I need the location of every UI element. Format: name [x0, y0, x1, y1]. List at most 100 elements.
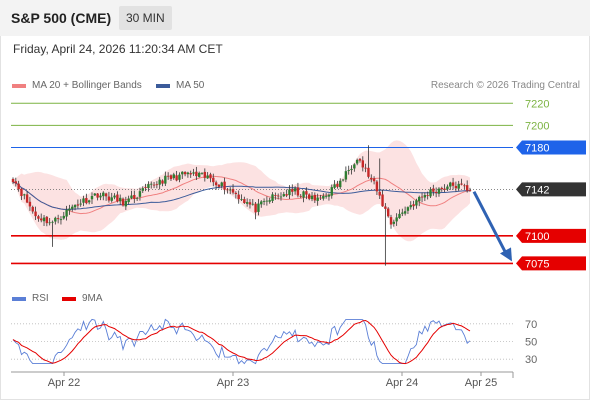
candle-body — [268, 200, 271, 202]
candle-body — [138, 191, 142, 197]
candle-body — [245, 202, 249, 204]
candle-body — [341, 179, 345, 181]
level-label-7200: 7200 — [525, 120, 549, 132]
candle-body — [181, 171, 184, 175]
candle-body — [468, 190, 472, 192]
candle-body — [336, 183, 339, 187]
candle-body — [418, 196, 421, 202]
candle-body — [378, 191, 381, 196]
candle-body — [251, 203, 254, 205]
candle-body — [395, 217, 398, 222]
candle-body — [127, 198, 130, 203]
candle-body — [226, 189, 229, 191]
level-label-7075: 7075 — [525, 258, 549, 270]
candle-body — [212, 177, 215, 183]
candle-body — [116, 194, 119, 202]
candle-body — [361, 160, 365, 168]
candle-body — [412, 204, 415, 207]
candle-body — [324, 195, 328, 197]
legend-ma20-label: MA 20 + Bollinger Bands — [32, 80, 142, 91]
candle-body — [375, 181, 379, 192]
candle-body — [426, 195, 429, 196]
candle-body — [285, 194, 288, 196]
candle-body — [54, 217, 57, 222]
candle-body — [155, 184, 159, 186]
candle-body — [62, 215, 65, 219]
candle-body — [322, 195, 325, 199]
chart-header: S&P 500 (CME) 30 MIN — [0, 0, 590, 36]
candle-body — [271, 194, 274, 201]
level-label-7142: 7142 — [525, 184, 549, 196]
candle-body — [229, 189, 232, 191]
candle-body — [446, 186, 449, 190]
candle-body — [308, 194, 311, 199]
candle-body — [14, 181, 18, 184]
candle-body — [291, 189, 294, 192]
candle-body — [406, 207, 410, 211]
candle-body — [90, 196, 94, 200]
candle-body — [243, 199, 246, 203]
candle-body — [339, 180, 342, 188]
candle-body — [355, 159, 359, 164]
candle-body — [161, 180, 164, 184]
rsi-tick-70: 70 — [525, 319, 537, 331]
candle-body — [20, 188, 23, 196]
candle-body — [192, 172, 195, 174]
candle-body — [76, 204, 80, 206]
candle-body — [274, 195, 277, 196]
candle-body — [353, 164, 356, 169]
candle-body — [172, 174, 175, 179]
timeframe-badge[interactable]: 30 MIN — [119, 6, 172, 30]
x-tick-label: Apr 23 — [217, 377, 249, 389]
candle-body — [25, 194, 29, 203]
candle-body — [364, 167, 367, 169]
candle-body — [282, 194, 286, 197]
candle-body — [59, 219, 63, 221]
candle-body — [434, 191, 438, 194]
candle-body — [217, 184, 221, 187]
candle-body — [169, 175, 173, 180]
candle-body — [31, 206, 34, 212]
candle-body — [299, 195, 302, 197]
x-tick-label: Apr 24 — [386, 377, 418, 389]
candle-body — [189, 173, 192, 175]
level-label-7100: 7100 — [525, 231, 549, 243]
candle-body — [465, 185, 469, 191]
candle-body — [443, 188, 446, 190]
instrument-title: S&P 500 (CME) — [11, 10, 112, 26]
candle-body — [141, 188, 144, 191]
candle-body — [457, 183, 460, 189]
candle-body — [432, 188, 435, 192]
ma50-line — [12, 181, 471, 210]
candle-body — [124, 200, 128, 207]
x-tick-label: Apr 25 — [465, 377, 497, 389]
legend-ma20-swatch — [12, 83, 26, 88]
candle-body — [381, 194, 384, 207]
candle-body — [133, 194, 136, 199]
candle-body — [150, 183, 153, 185]
candle-body — [166, 175, 170, 177]
legend-ma50-label: MA 50 — [176, 80, 205, 91]
candle-body — [276, 195, 280, 197]
candle-body — [200, 172, 204, 174]
candle-body — [96, 193, 99, 198]
candle-body — [437, 188, 441, 194]
candle-body — [56, 218, 60, 220]
level-tag-7142 — [516, 182, 586, 197]
legend-ma20: MA 20 + Bollinger Bands — [12, 80, 142, 91]
candle-body — [178, 174, 181, 180]
projection-arrow-head — [500, 247, 512, 262]
legend-rsi-swatch — [12, 296, 26, 301]
candle-body — [79, 203, 82, 205]
candle-body — [398, 213, 401, 219]
candle-body — [68, 208, 71, 211]
candle-body — [234, 192, 238, 195]
candle-body — [257, 203, 260, 212]
candle-body — [305, 191, 308, 195]
candle-body — [214, 182, 218, 186]
legend-9ma-swatch — [62, 296, 76, 301]
candle-body — [389, 217, 393, 225]
candle-body — [350, 168, 353, 171]
candle-body — [45, 216, 49, 224]
